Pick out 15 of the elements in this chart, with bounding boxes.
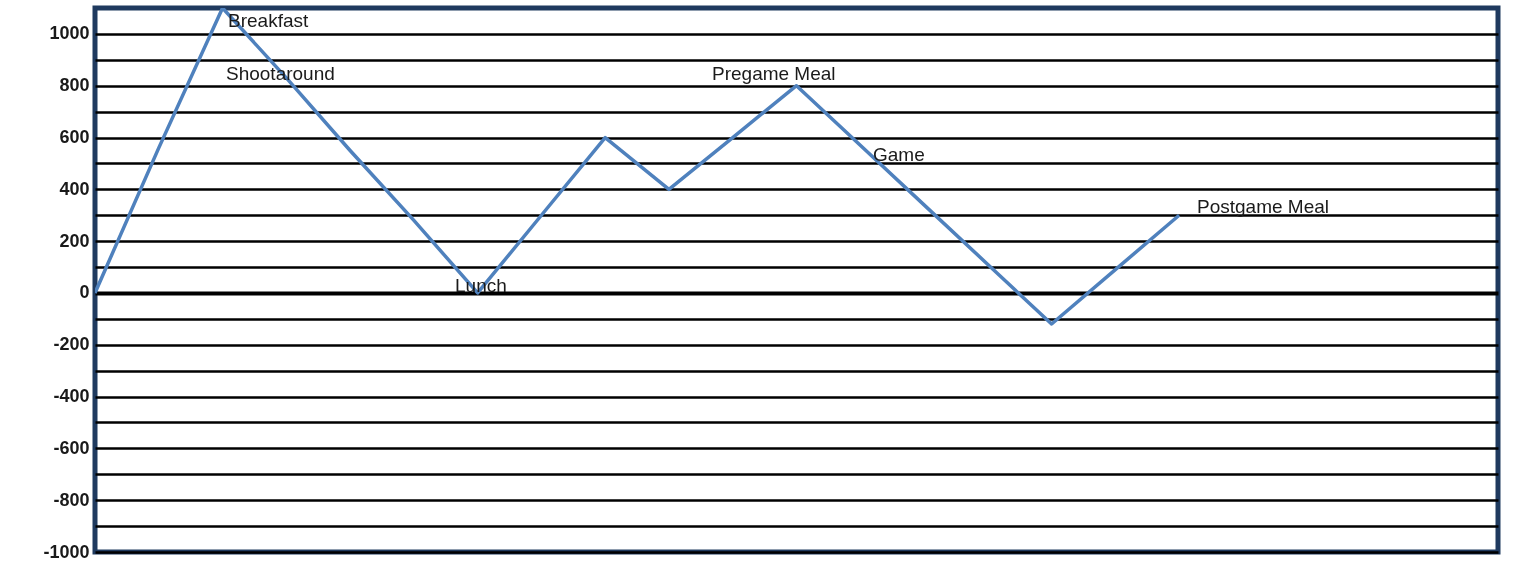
annotation: Game: [873, 144, 925, 165]
y-tick-label: 400: [59, 178, 90, 199]
line-series: [95, 8, 1181, 326]
y-tick-label: 1000: [49, 23, 90, 44]
y-tick-label: 200: [59, 230, 90, 251]
y-tick-label: -400: [53, 386, 90, 407]
y-tick-label: 800: [59, 75, 90, 96]
y-tick-label: -800: [53, 489, 90, 510]
annotation: Postgame Meal: [1197, 196, 1330, 217]
y-tick-label: -200: [53, 334, 90, 355]
annotation: Pregame Meal: [712, 63, 836, 84]
y-tick-label: -1000: [43, 541, 90, 562]
y-tick-label: 600: [59, 127, 90, 148]
y-tick-label: 0: [79, 282, 90, 303]
y-tick-label: -600: [53, 437, 90, 458]
